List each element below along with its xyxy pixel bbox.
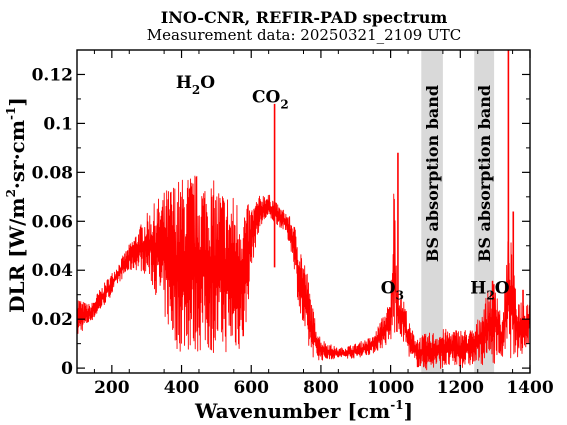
y-axis-ticks: 0 0.02 0.04 0.06 0.08 0.1 0.12 [32, 65, 530, 379]
absorption-band-0 [421, 50, 443, 373]
annotation-0: H2O [176, 73, 215, 97]
annotation-sub: 2 [486, 288, 494, 302]
plot-frame [76, 49, 531, 374]
annotation-base: H [470, 278, 486, 298]
y-axis-label-a: DLR [W/m [5, 197, 29, 312]
chart-title: INO-CNR, REFIR-PAD spectrum [161, 8, 448, 27]
x-tick-label-0: 200 [94, 378, 130, 398]
absorption-bands: BS absorption band BS absorption band [421, 50, 494, 373]
y-axis-label-sup1: 2 [4, 189, 18, 197]
annotation-1: CO2 [252, 88, 289, 112]
x-axis-label-sup: -1 [390, 398, 403, 412]
dlr-line [77, 175, 530, 371]
absorption-band-1 [474, 50, 495, 373]
annotation-base: CO [252, 88, 281, 108]
x-tick-label-2: 600 [233, 378, 269, 398]
y-tick-label-2: 0.04 [32, 261, 74, 281]
annotation-sub: 2 [280, 98, 288, 112]
y-tick-label-4: 0.08 [32, 163, 73, 183]
x-tick-label-3: 800 [303, 378, 339, 398]
y-axis-label-b: ·sr·cm [5, 120, 29, 189]
x-tick-label-6: 1400 [506, 378, 553, 398]
x-tick-label-4: 1000 [367, 378, 414, 398]
annotation-2: O3 [381, 278, 404, 302]
annotation-rest: O [495, 278, 510, 298]
y-tick-label-0: 0 [61, 359, 73, 379]
x-tick-label-1: 400 [164, 378, 200, 398]
x-axis-label-end: ] [404, 399, 413, 423]
y-axis-label-c: ] [5, 97, 29, 106]
absorption-band-label-0: BS absorption band [423, 85, 442, 262]
y-axis-label-sup2: -1 [4, 107, 18, 120]
annotation-base: O [381, 278, 396, 298]
annotation-base: H [176, 73, 192, 93]
y-tick-label-3: 0.06 [32, 212, 73, 232]
absorption-band-label-1: BS absorption band [475, 85, 494, 262]
y-tick-label-6: 0.12 [32, 65, 73, 85]
x-axis-label: Wavenumber [cm-1] [194, 398, 413, 423]
chart-subtitle: Measurement data: 20250321_2109 UTC [147, 26, 461, 44]
y-tick-label-5: 0.1 [43, 114, 73, 134]
dlr-series [77, 50, 530, 371]
y-tick-label-1: 0.02 [32, 310, 73, 330]
x-tick-label-5: 1200 [437, 378, 484, 398]
annotation-sub: 2 [192, 83, 200, 97]
x-axis-ticks: 200 400 600 800 1000 1200 1400 [93, 50, 554, 398]
y-axis-label: DLR [W/m2·sr·cm-1] [4, 97, 29, 313]
annotation-sub: 3 [396, 288, 404, 302]
annotation-3: H2O [470, 278, 509, 302]
x-axis-label-main: Wavenumber [cm [194, 399, 390, 423]
annotation-rest: O [200, 73, 215, 93]
